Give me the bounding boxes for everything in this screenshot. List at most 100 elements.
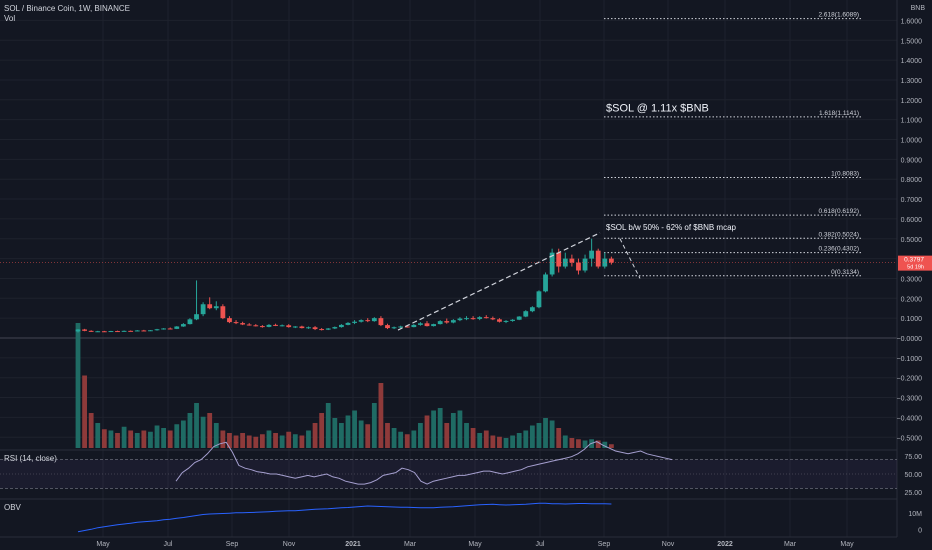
- candle-body: [543, 274, 548, 292]
- rsi-tick-label: 75.00: [904, 454, 922, 461]
- candle-body: [424, 323, 430, 327]
- rsi-tick-label: 50.00: [904, 472, 922, 479]
- volume-bar: [345, 415, 351, 448]
- volume-bar: [602, 441, 608, 448]
- volume-bar: [404, 434, 410, 448]
- volume-bar: [483, 430, 489, 448]
- candle-body: [345, 322, 351, 325]
- candle-body: [523, 311, 529, 317]
- volume-bar: [95, 423, 101, 448]
- time-tick-label: Sep: [598, 541, 611, 548]
- volume-bar: [576, 439, 581, 448]
- volume-bar: [75, 323, 81, 448]
- volume-bar: [148, 431, 153, 448]
- obv-label[interactable]: OBV: [4, 503, 21, 512]
- time-tick-label: May: [840, 541, 854, 548]
- candle-body: [371, 318, 377, 322]
- candle-body: [101, 331, 107, 333]
- price-tick-label: 1.2000: [901, 98, 923, 105]
- candle-body: [233, 322, 239, 324]
- rsi-label[interactable]: RSI (14, close): [4, 454, 57, 463]
- candle-body: [431, 324, 436, 327]
- candle-body: [582, 258, 588, 271]
- volume-bar: [233, 435, 239, 448]
- candle-body: [207, 304, 213, 309]
- volume-bar: [161, 428, 167, 448]
- price-tick-label: 1.0000: [901, 138, 923, 145]
- price-axis-currency: BNB: [911, 5, 926, 12]
- time-axis[interactable]: May Jul Sep Nov 2021 Mar May Jul Sep Nov 2022 Mar Ma…: [0, 536, 932, 550]
- volume-bar: [431, 410, 436, 448]
- volume-bar: [477, 433, 483, 448]
- price-tick-label: −0.3000: [897, 396, 923, 403]
- candle-body: [358, 320, 364, 322]
- candle-body: [516, 316, 522, 320]
- price-axis[interactable]: BNB 1.6000 1.5000 1.4000 1.3000 1.2000 1.1000 1…: [896, 0, 932, 550]
- volume-bar: [365, 424, 371, 448]
- volume-bar: [246, 435, 252, 448]
- candle-body: [148, 330, 153, 332]
- volume-bar: [174, 424, 180, 448]
- time-tick-label: Sep: [226, 541, 239, 548]
- price-tick-label: 0.2000: [901, 296, 923, 303]
- volume-bar: [339, 423, 344, 448]
- time-tick-label: May: [468, 541, 482, 548]
- volume-bar: [259, 434, 265, 448]
- fib-level-label: 1(0.8083): [831, 171, 859, 178]
- volume-bar: [595, 440, 601, 448]
- candle-body: [187, 319, 193, 325]
- volume-bar: [352, 410, 357, 448]
- candle-body: [266, 324, 272, 327]
- volume-bar: [332, 418, 338, 448]
- volume-bar: [121, 426, 127, 448]
- volume-bar: [556, 428, 562, 448]
- current-price-value: 0.3797: [904, 257, 924, 264]
- obv-tick-label: 10M: [908, 511, 922, 518]
- candle-body: [450, 320, 456, 323]
- volume-bar: [128, 430, 134, 448]
- volume-bar: [194, 403, 199, 448]
- candle-body: [497, 319, 502, 322]
- candle-body: [134, 330, 140, 332]
- candle-body: [562, 258, 568, 267]
- volume-bars: [75, 323, 614, 448]
- candle-body: [194, 314, 199, 320]
- price-tick-label: −0.0000: [897, 336, 923, 343]
- price-tick-label: 1.3000: [901, 78, 923, 85]
- candle-body: [161, 328, 167, 330]
- volume-bar: [240, 433, 246, 448]
- volume-bar: [88, 413, 94, 448]
- candle-body: [174, 326, 180, 329]
- candle-body: [325, 328, 331, 330]
- candle-body: [108, 331, 114, 333]
- rsi-pane[interactable]: 75.00 50.00 25.00: [0, 441, 922, 497]
- volume-bar: [306, 430, 311, 448]
- volume-bar: [325, 403, 331, 448]
- time-axis-bg: [0, 537, 932, 550]
- candle-body: [279, 325, 285, 327]
- volume-bar: [141, 430, 147, 448]
- fib-level-label: 0.618(0.6192): [819, 208, 859, 215]
- price-tick-label: 0.7000: [901, 197, 923, 204]
- rsi-tick-label: 25.00: [904, 490, 922, 497]
- volume-bar: [101, 429, 107, 448]
- fib-level-label: 0.236(0.4302): [819, 246, 859, 253]
- volume-bar: [253, 436, 259, 448]
- volume-bar: [437, 408, 443, 448]
- candle-body: [470, 318, 476, 320]
- volume-bar: [582, 440, 588, 448]
- candle-body: [490, 318, 496, 320]
- candle-body: [576, 262, 581, 271]
- obv-pane[interactable]: 10M 0: [77, 502, 922, 535]
- candle-body: [503, 320, 509, 322]
- volume-bar: [286, 431, 292, 448]
- volume-bar: [457, 410, 463, 448]
- volume-bar: [418, 423, 423, 448]
- symbol-header[interactable]: SOL / Binance Coin, 1W, BINANCE: [4, 4, 130, 13]
- volume-bar: [378, 383, 384, 448]
- candle-body: [437, 321, 443, 325]
- candle-body: [220, 306, 226, 319]
- candle-body: [227, 318, 232, 323]
- candle-body: [608, 258, 614, 263]
